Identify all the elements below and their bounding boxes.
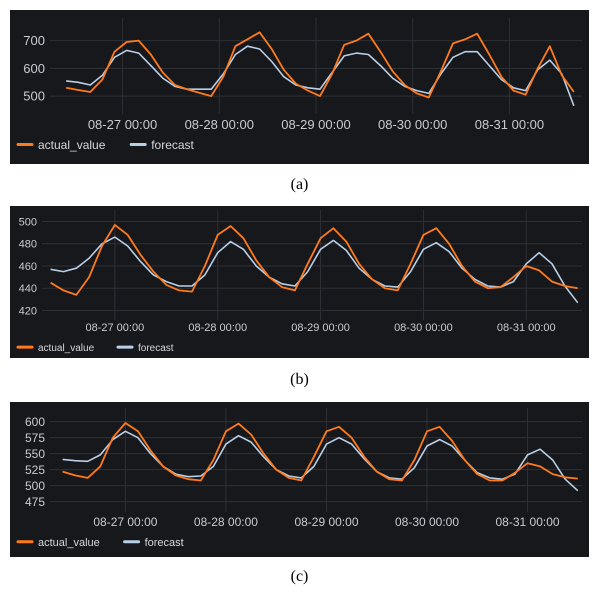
forecast-line-b [50,236,579,304]
x-tick-label: 08-31 00:00 [475,117,544,132]
y-tick-label: 500 [23,89,45,104]
chart-panel-c: 08-27 00:00 08-28 00:00 08-29 00:00 08-30 0… [10,402,589,557]
y-tick-label: 500 [25,479,45,493]
y-tick-label: 475 [25,495,45,509]
y-tick-label: 600 [23,61,45,76]
chart-svg-c: 08-27 00:00 08-28 00:00 08-29 00:00 08-30 0… [16,408,582,549]
caption-b: (b) [290,371,309,388]
legend-forecast-label: forecast [138,343,174,354]
x-tick-label: 08-29 00:00 [281,117,350,132]
actual-value-line-c [62,422,578,482]
y-tick-label: 600 [25,415,45,429]
x-tick-label: 08-29 00:00 [291,322,350,334]
chart-svg-a: 08-27 00:00 08-28 00:00 08-29 00:00 08-30 0… [16,18,582,152]
y-tick-label: 700 [23,33,45,48]
x-tick-label: 08-28 00:00 [185,117,254,132]
x-tick-label: 08-30 00:00 [395,515,459,529]
y-tick-label: 550 [25,447,45,461]
forecast-line-c [62,430,579,492]
y-tick-label: 575 [25,431,45,445]
caption-c: (c) [290,568,309,585]
x-tick-label: 08-28 00:00 [188,322,247,334]
chart-panel-b: 08-27 00:00 08-28 00:00 08-29 00:00 08-30 0… [10,206,589,358]
y-tick-label: 480 [19,239,37,251]
x-tick-label: 08-31 00:00 [497,322,556,334]
x-tick-label: 08-27 00:00 [85,322,144,334]
legend-actual-value-label: actual_value [38,343,95,354]
y-tick-label: 420 [19,305,37,317]
y-tick-label: 440 [19,283,37,295]
legend-actual-value-label: actual_value [38,138,106,152]
y-tick-label: 525 [25,463,45,477]
caption-a: (a) [290,176,309,193]
legend-actual-value-label: actual_value [38,537,100,549]
legend-forecast-label: forecast [145,537,184,549]
actual-value-line-a [65,31,575,99]
forecast-line-a [66,45,575,107]
x-tick-label: 08-30 00:00 [378,117,447,132]
x-tick-label: 08-27 00:00 [88,117,157,132]
legend-forecast-label: forecast [151,138,194,152]
x-tick-label: 08-27 00:00 [93,515,157,529]
x-tick-label: 08-28 00:00 [194,515,258,529]
x-tick-label: 08-31 00:00 [496,515,560,529]
y-tick-label: 460 [19,261,37,273]
x-tick-label: 08-30 00:00 [394,322,453,334]
x-tick-label: 08-29 00:00 [294,515,358,529]
chart-svg-b: 08-27 00:00 08-28 00:00 08-29 00:00 08-30 0… [16,210,582,354]
chart-panel-a: 08-27 00:00 08-28 00:00 08-29 00:00 08-30 0… [10,10,589,164]
y-tick-label: 500 [19,216,37,228]
actual-value-line-b [50,223,578,296]
